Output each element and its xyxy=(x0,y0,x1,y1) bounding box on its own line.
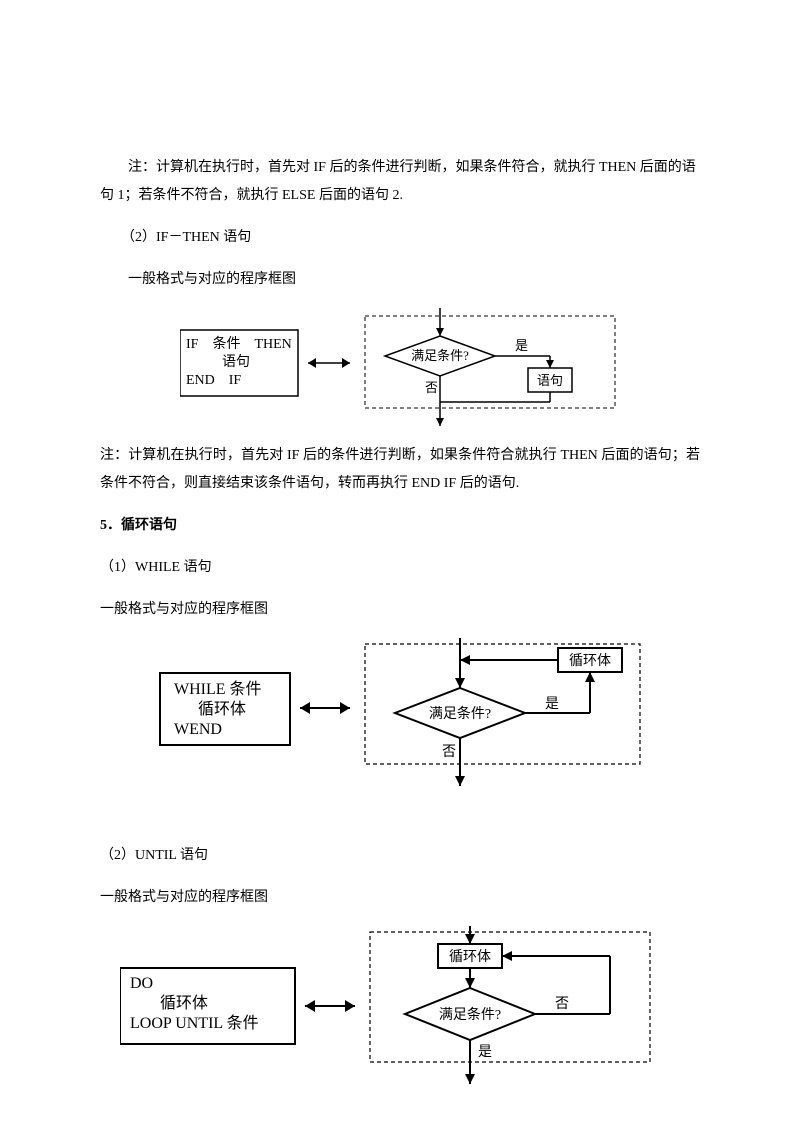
svg-text:满足条件?: 满足条件? xyxy=(411,348,469,363)
section-while-title: （1）WHILE 语句 xyxy=(100,554,700,582)
svg-text:是: 是 xyxy=(515,338,528,353)
document-page: 注：计算机在执行时，首先对 IF 后的条件进行判断，如果条件符合，就执行 THE… xyxy=(0,0,800,1138)
until-format-label: 一般格式与对应的程序框图 xyxy=(100,884,700,912)
svg-text:循环体: 循环体 xyxy=(449,949,491,965)
svg-text:是: 是 xyxy=(478,1045,492,1060)
note-2: 注：计算机在执行时，首先对 IF 后的条件进行判断，如果条件符合就执行 THEN… xyxy=(100,442,700,498)
while-diagram: WHILE 条件 循环体 WEND 满足条件? 是 循环体 xyxy=(100,638,700,788)
section-until-title: （2）UNTIL 语句 xyxy=(100,842,700,870)
svg-text:LOOP UNTIL 条件: LOOP UNTIL 条件 xyxy=(130,1014,259,1032)
svg-text:IF 条件 THEN: IF 条件 THEN xyxy=(186,335,292,352)
svg-text:END IF: END IF xyxy=(186,373,241,388)
svg-text:是: 是 xyxy=(545,697,559,712)
section-5-heading: 5．循环语句 xyxy=(100,512,700,540)
svg-text:满足条件?: 满足条件? xyxy=(439,1006,501,1023)
svg-text:语句: 语句 xyxy=(537,373,563,388)
svg-text:满足条件?: 满足条件? xyxy=(429,705,491,722)
svg-text:循环体: 循环体 xyxy=(569,653,611,669)
until-diagram: DO 循环体 LOOP UNTIL 条件 循环体 满足条件? xyxy=(120,926,700,1086)
svg-text:DO: DO xyxy=(130,975,153,992)
svg-text:循环体: 循环体 xyxy=(198,700,246,718)
if-then-diagram: IF 条件 THEN 语句 END IF 满足条件? 是 语句 xyxy=(100,308,700,428)
svg-text:WHILE 条件: WHILE 条件 xyxy=(174,680,262,698)
svg-text:语句: 语句 xyxy=(222,354,250,370)
svg-text:否: 否 xyxy=(442,745,456,760)
svg-text:否: 否 xyxy=(425,380,438,395)
if-then-format-label: 一般格式与对应的程序框图 xyxy=(100,266,700,294)
svg-text:循环体: 循环体 xyxy=(160,994,208,1012)
note-1: 注：计算机在执行时，首先对 IF 后的条件进行判断，如果条件符合，就执行 THE… xyxy=(100,154,700,210)
while-format-label: 一般格式与对应的程序框图 xyxy=(100,596,700,624)
svg-text:否: 否 xyxy=(555,997,569,1012)
section-if-then-title: （2）IF－THEN 语句 xyxy=(100,224,700,252)
svg-text:WEND: WEND xyxy=(174,721,222,738)
